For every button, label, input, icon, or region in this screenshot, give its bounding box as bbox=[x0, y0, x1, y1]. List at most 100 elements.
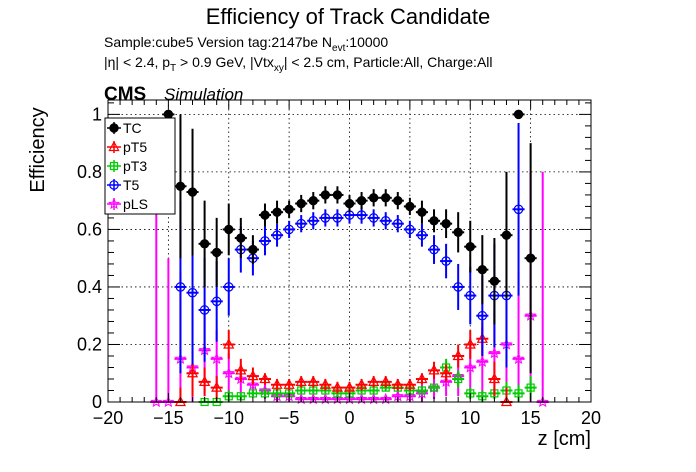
point-pt5 bbox=[488, 372, 501, 384]
point-tc bbox=[453, 227, 463, 238]
point-pt3 bbox=[417, 386, 427, 395]
point-pls bbox=[476, 355, 489, 367]
sample-info-main: Sample:cube5 Version tag:2147be N bbox=[104, 34, 332, 50]
point-pt5 bbox=[295, 375, 307, 386]
legend-label-pls: pLS bbox=[123, 196, 148, 212]
point-pt5 bbox=[247, 369, 259, 381]
point-pls bbox=[512, 352, 525, 364]
x-axis-label: z [cm] bbox=[538, 428, 591, 450]
point-tc bbox=[344, 198, 355, 209]
x-tick-label: 0 bbox=[344, 408, 354, 428]
point-pt5 bbox=[464, 338, 476, 349]
point-t5 bbox=[320, 213, 331, 223]
point-t5 bbox=[465, 290, 476, 301]
data-series bbox=[150, 109, 549, 408]
point-tc bbox=[163, 109, 174, 120]
point-pt5 bbox=[283, 378, 295, 389]
point-pt5 bbox=[174, 395, 187, 407]
point-pt3 bbox=[526, 383, 535, 392]
point-pt5 bbox=[198, 375, 211, 386]
point-t5 bbox=[513, 204, 524, 215]
cms-label: CMS bbox=[104, 84, 146, 105]
x-tick-label: −20 bbox=[93, 408, 124, 428]
point-t5 bbox=[272, 230, 282, 240]
point-tc bbox=[224, 224, 234, 235]
point-pls bbox=[536, 395, 549, 408]
cuts-info-b-sub: xy bbox=[274, 63, 284, 74]
point-pt5 bbox=[259, 372, 271, 384]
point-t5 bbox=[453, 282, 463, 292]
point-pt5 bbox=[186, 366, 199, 378]
point-t5 bbox=[211, 296, 222, 307]
nevt-value: :10000 bbox=[345, 34, 388, 50]
y-tick-label: 0.4 bbox=[77, 277, 102, 297]
x-tick-label: 20 bbox=[581, 408, 601, 428]
point-tc bbox=[236, 233, 246, 243]
legend-marker-pt5 bbox=[108, 140, 120, 152]
point-tc bbox=[368, 193, 379, 203]
point-pls bbox=[464, 361, 477, 373]
point-t5 bbox=[417, 230, 427, 240]
point-pt5 bbox=[223, 338, 235, 349]
point-pls bbox=[222, 366, 235, 379]
point-pt3 bbox=[260, 389, 270, 398]
point-t5 bbox=[223, 282, 234, 292]
point-t5 bbox=[429, 244, 439, 255]
point-t5 bbox=[260, 236, 270, 246]
point-pt5 bbox=[392, 378, 404, 389]
point-pt5 bbox=[380, 375, 392, 386]
series-pt5 bbox=[174, 321, 513, 407]
point-t5 bbox=[308, 216, 319, 226]
nevt-subscript: evt bbox=[332, 43, 346, 54]
point-tc bbox=[405, 201, 415, 212]
point-pt5 bbox=[235, 364, 247, 375]
sample-info: Sample:cube5 Version tag:2147be Nevt:100… bbox=[104, 34, 388, 54]
legend-label-t5: T5 bbox=[123, 177, 140, 193]
legend-label-pt3: pT3 bbox=[123, 158, 147, 174]
point-pls bbox=[162, 395, 175, 408]
series-tc bbox=[162, 109, 537, 374]
point-pt5 bbox=[319, 378, 331, 389]
axes: −20 −15 −10 −5 0 5 10 15 20 0 0.2 0.4 0.6 0.8 1 bbox=[77, 99, 601, 428]
point-t5 bbox=[284, 224, 294, 235]
y-tick-label: 1 bbox=[92, 104, 102, 124]
point-t5 bbox=[332, 213, 343, 223]
point-pt5 bbox=[452, 349, 464, 361]
point-pt5 bbox=[355, 378, 368, 389]
point-tc bbox=[332, 190, 343, 200]
point-pt5 bbox=[404, 378, 416, 389]
point-tc bbox=[513, 109, 524, 120]
point-tc bbox=[465, 241, 475, 252]
legend-marker-tc bbox=[109, 123, 119, 133]
point-tc bbox=[393, 195, 403, 206]
point-tc bbox=[320, 190, 331, 200]
point-pls bbox=[210, 352, 223, 364]
point-pt5 bbox=[416, 372, 428, 384]
y-tick-label: 0 bbox=[92, 392, 102, 412]
x-tick-label: 15 bbox=[521, 408, 541, 428]
cuts-info-a-sub: T bbox=[170, 63, 176, 74]
cuts-info: |η| < 2.4, pT > 0.9 GeV, |Vtxxy| < 2.5 c… bbox=[104, 54, 493, 74]
y-tick-label: 0.6 bbox=[77, 219, 102, 239]
point-tc bbox=[356, 195, 367, 206]
x-tick-label: −5 bbox=[279, 408, 300, 428]
point-tc bbox=[260, 210, 270, 220]
point-tc bbox=[308, 195, 318, 206]
y-tick-label: 0.2 bbox=[77, 334, 102, 354]
point-pls bbox=[488, 346, 501, 359]
point-t5 bbox=[187, 287, 198, 298]
cuts-info-a: |η| < 2.4, p bbox=[104, 54, 170, 70]
point-tc bbox=[211, 247, 222, 258]
legend-entries: TC pT5 pT3 T5 pLS bbox=[107, 120, 148, 212]
point-tc bbox=[525, 253, 536, 263]
legend-label-tc: TC bbox=[123, 120, 142, 136]
x-tick-label: −15 bbox=[153, 408, 184, 428]
y-axis-label: Efficiency bbox=[27, 107, 49, 192]
legend-label-pt5: pT5 bbox=[123, 139, 147, 155]
point-t5 bbox=[392, 218, 403, 229]
point-pt5 bbox=[271, 378, 283, 389]
legend-marker-t5 bbox=[109, 180, 119, 190]
point-tc bbox=[272, 207, 282, 217]
point-t5 bbox=[175, 282, 186, 292]
point-pt5 bbox=[500, 395, 513, 407]
